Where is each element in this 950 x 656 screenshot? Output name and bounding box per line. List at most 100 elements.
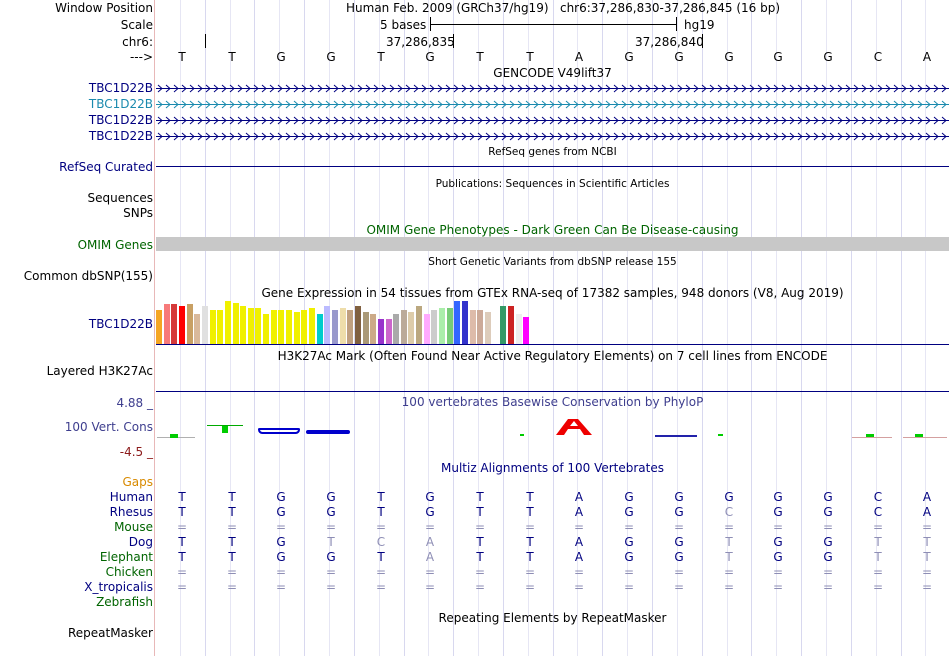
- gtex-tissue-bar[interactable]: [393, 314, 399, 344]
- alignment-base: T: [874, 535, 882, 549]
- gtex-tissue-bar[interactable]: [470, 310, 476, 344]
- gtex-tissue-bar[interactable]: [187, 304, 193, 344]
- omim-label[interactable]: OMIM Genes: [77, 238, 153, 252]
- gtex-tissue-bar[interactable]: [516, 314, 522, 344]
- gtex-tissue-bar[interactable]: [309, 308, 315, 344]
- alignment-base: =: [226, 565, 238, 579]
- gtex-tissue-bar[interactable]: [156, 310, 162, 344]
- repeatmasker-label[interactable]: RepeatMasker: [67, 626, 153, 640]
- gtex-tissue-bar[interactable]: [500, 306, 506, 344]
- gtex-tissue-bar[interactable]: [301, 310, 307, 344]
- gtex-tissue-bar[interactable]: [477, 310, 483, 344]
- gtex-tissue-bar[interactable]: [378, 319, 384, 344]
- species-label[interactable]: Chicken: [105, 565, 153, 579]
- gene-arrow-line[interactable]: [156, 84, 949, 93]
- gtex-tissue-bar[interactable]: [347, 310, 353, 344]
- gtex-tissue-bar[interactable]: [370, 314, 376, 344]
- alignment-base: =: [325, 565, 337, 579]
- refseq-label[interactable]: RefSeq Curated: [59, 160, 153, 174]
- species-label[interactable]: X_tropicalis: [84, 580, 153, 594]
- gtex-tissue-bar[interactable]: [233, 303, 239, 344]
- gtex-tissue-bar[interactable]: [164, 304, 170, 344]
- snps-label[interactable]: SNPs: [123, 206, 153, 220]
- alignment-base: =: [176, 520, 188, 534]
- h3k27ac-label[interactable]: Layered H3K27Ac: [46, 364, 153, 378]
- gtex-tissue-bar[interactable]: [225, 301, 231, 344]
- alignment-base: =: [772, 580, 784, 594]
- gtex-tissue-bar[interactable]: [202, 306, 208, 344]
- phylop-min: -4.5 _: [119, 445, 153, 459]
- gtex-tissue-bar[interactable]: [255, 308, 261, 344]
- gene-track-label[interactable]: TBC1D22B: [88, 97, 153, 111]
- gtex-tissue-bar[interactable]: [286, 310, 292, 344]
- gtex-tissue-bar[interactable]: [485, 312, 491, 344]
- gene-track-label[interactable]: TBC1D22B: [88, 113, 153, 127]
- alignment-base: =: [872, 520, 884, 534]
- gtex-tissue-bar[interactable]: [386, 319, 392, 344]
- alignment-base: T: [725, 550, 733, 564]
- dbsnp-label[interactable]: Common dbSNP(155): [23, 269, 153, 283]
- gene-arrow-line[interactable]: [156, 100, 949, 109]
- gtex-tissue-bar[interactable]: [401, 310, 407, 344]
- repeatmasker-title: Repeating Elements by RepeatMasker: [438, 611, 667, 625]
- gtex-tissue-bar[interactable]: [447, 308, 453, 344]
- gtex-tissue-bar[interactable]: [317, 314, 323, 344]
- gtex-tissue-bar[interactable]: [210, 310, 216, 344]
- gtex-tissue-bar[interactable]: [324, 306, 330, 344]
- sequences-label[interactable]: Sequences: [87, 191, 153, 205]
- species-label[interactable]: Zebrafish: [96, 595, 153, 609]
- grid-line: [901, 0, 902, 656]
- gtex-tissue-bar[interactable]: [363, 312, 369, 344]
- species-label[interactable]: Human: [109, 490, 153, 504]
- alignment-base: =: [375, 565, 387, 579]
- gtex-tissue-bar[interactable]: [240, 306, 246, 344]
- gtex-tissue-bar[interactable]: [439, 308, 445, 344]
- gtex-tissue-bar[interactable]: [217, 310, 223, 344]
- alignment-base: G: [823, 550, 833, 564]
- alignment-base: A: [425, 550, 435, 564]
- gtex-tissue-bar[interactable]: [263, 314, 269, 344]
- gtex-tissue-bar[interactable]: [340, 308, 346, 344]
- gtex-gene-label[interactable]: TBC1D22B: [88, 317, 153, 331]
- gtex-tissue-bar[interactable]: [462, 301, 468, 344]
- alignment-base: T: [228, 550, 236, 564]
- species-label[interactable]: Rhesus: [109, 505, 153, 519]
- phylop-label[interactable]: 100 Vert. Cons: [64, 420, 153, 434]
- gene-arrow-line[interactable]: [156, 116, 949, 125]
- gtex-tissue-bar[interactable]: [408, 312, 414, 344]
- gene-arrow-line[interactable]: [156, 132, 949, 141]
- gene-track-label[interactable]: TBC1D22B: [88, 81, 153, 95]
- gtex-tissue-bar[interactable]: [416, 306, 422, 344]
- gtex-tissue-bar[interactable]: [508, 306, 514, 344]
- species-label[interactable]: Mouse: [114, 520, 153, 534]
- gtex-tissue-bar[interactable]: [171, 304, 177, 344]
- gtex-tissue-bar[interactable]: [294, 312, 300, 344]
- gtex-tissue-bar[interactable]: [271, 310, 277, 344]
- phylop-mark: [852, 437, 892, 438]
- gtex-tissue-bar[interactable]: [248, 308, 254, 344]
- alignment-base: G: [724, 490, 734, 504]
- gene-track-label[interactable]: TBC1D22B: [88, 129, 153, 143]
- gtex-tissue-bar[interactable]: [424, 314, 430, 344]
- gtex-tissue-bar[interactable]: [454, 301, 460, 344]
- gtex-tissue-bar[interactable]: [179, 306, 185, 344]
- gtex-tissue-bar[interactable]: [278, 310, 284, 344]
- alignment-base: T: [377, 505, 385, 519]
- gaps-label[interactable]: Gaps: [122, 475, 153, 489]
- alignment-base: G: [326, 490, 336, 504]
- species-label[interactable]: Elephant: [99, 550, 153, 564]
- gtex-tissue-bar[interactable]: [431, 310, 437, 344]
- gtex-tissue-bar[interactable]: [332, 310, 338, 344]
- alignment-base: T: [476, 535, 484, 549]
- gtex-tissue-bar[interactable]: [493, 314, 499, 344]
- alignment-base: G: [674, 550, 684, 564]
- gtex-tissue-bar[interactable]: [523, 317, 529, 344]
- alignment-base: C: [873, 490, 883, 504]
- omim-bar[interactable]: [156, 237, 949, 251]
- gtex-bar-chart[interactable]: [156, 300, 536, 344]
- alignment-base: =: [573, 565, 585, 579]
- species-label[interactable]: Dog: [128, 535, 153, 549]
- gtex-tissue-bar[interactable]: [194, 314, 200, 344]
- gtex-tissue-bar[interactable]: [355, 306, 361, 344]
